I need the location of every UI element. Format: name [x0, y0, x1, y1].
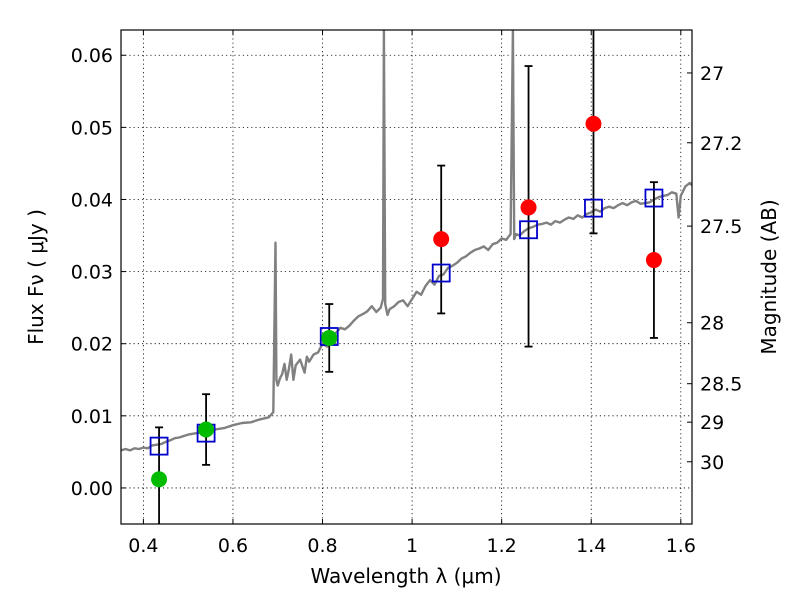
model-photometry-square: [644, 188, 664, 208]
y-tick-label: 0.06: [71, 45, 113, 67]
magnitude-axis: 27 27.2 27.5 28 28.5 29 30: [687, 63, 742, 474]
x-tick-label: 1.6: [666, 535, 696, 557]
y-tick-label: 0.04: [71, 189, 113, 211]
x-tick-label: 1.2: [487, 535, 517, 557]
y-axis-label: Flux Fν ( μJy ): [24, 209, 48, 345]
magnitude-tick-label: 27.5: [700, 216, 742, 238]
model-photometry-square: [519, 220, 538, 240]
magnitude-tick-label: 30: [700, 452, 724, 474]
magnitude-tick-label: 27.2: [700, 133, 742, 155]
x-tick-label: 0.4: [128, 535, 158, 557]
x-tick-label: 0.8: [307, 535, 337, 557]
magnitude-axis-label: Magnitude (AB): [757, 199, 781, 354]
y-axis: 0.00 0.01 0.02 0.03 0.04 0.05 0.06: [71, 45, 126, 500]
observed-point-optical: [321, 329, 338, 346]
magnitude-tick-label: 28: [700, 313, 724, 335]
x-tick-label: 1: [406, 535, 418, 557]
x-tick-label: 1.4: [576, 535, 606, 557]
x-tick-label: 0.6: [218, 535, 248, 557]
observed-point-infrared: [645, 252, 662, 269]
magnitude-tick-label: 27: [700, 63, 724, 85]
observed-point-infrared: [433, 231, 450, 248]
observed-point-optical: [198, 421, 215, 438]
y-tick-label: 0.01: [71, 406, 113, 428]
y-tick-label: 0.02: [71, 334, 113, 356]
y-tick-label: 0.05: [71, 117, 113, 139]
y-tick-label: 0.00: [71, 478, 113, 500]
model-photometry-square: [149, 436, 169, 456]
model-photometry-square: [584, 198, 603, 218]
model-spectrum-line: [121, 30, 692, 452]
observed-point-infrared: [520, 199, 537, 216]
model-photometry-square: [431, 263, 451, 283]
observed-point-infrared: [585, 115, 602, 132]
magnitude-tick-label: 29: [700, 412, 724, 434]
grid: [121, 30, 692, 524]
x-axis: 0.4 0.6 0.8 1 1.2 1.4 1.6: [128, 30, 696, 557]
plot-area: [121, 30, 692, 524]
observed-point-optical: [151, 471, 168, 488]
plot-content: [121, 30, 692, 524]
magnitude-tick-label: 28.5: [700, 374, 742, 396]
plot-frame: [120, 29, 693, 525]
y-tick-label: 0.03: [71, 262, 113, 284]
x-axis-label: Wavelength λ (μm): [310, 564, 501, 588]
